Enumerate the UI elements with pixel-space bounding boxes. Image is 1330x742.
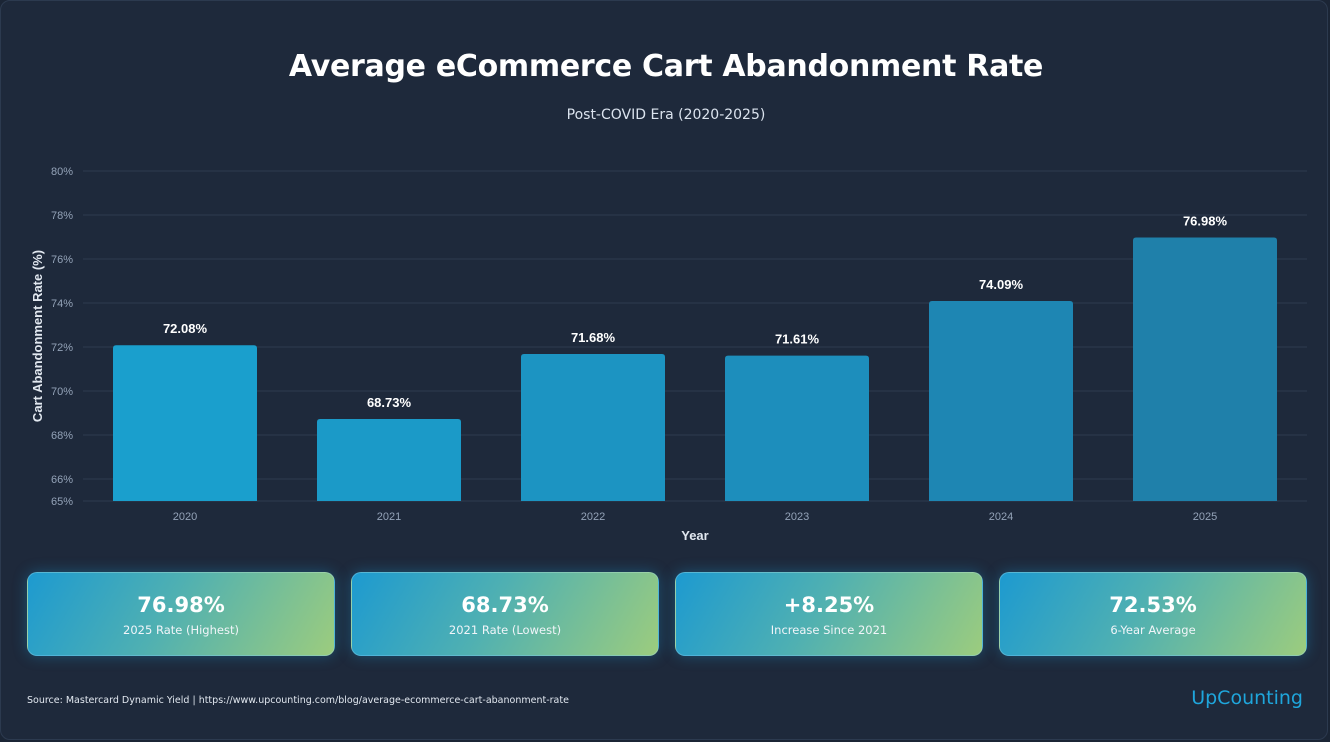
stat-card-average: 72.53% 6-Year Average [999, 572, 1307, 656]
data-label-2023: 71.61% [775, 332, 820, 347]
stat-card-increase: +8.25% Increase Since 2021 [675, 572, 983, 656]
data-label-2021: 68.73% [367, 395, 412, 410]
source-text: Source: Mastercard Dynamic Yield | https… [27, 695, 569, 706]
stat-card-lowest: 68.73% 2021 Rate (Lowest) [351, 572, 659, 656]
bar-2025 [1133, 237, 1277, 501]
x-tick-label: 2023 [785, 511, 809, 523]
bar-2023 [725, 355, 869, 501]
data-label-2024: 74.09% [979, 277, 1024, 292]
y-tick-label: 76% [51, 254, 73, 266]
x-tick-label: 2025 [1193, 511, 1217, 523]
bar-2021 [317, 418, 461, 501]
data-label-2022: 71.68% [571, 330, 616, 345]
y-tick-label: 66% [51, 474, 73, 486]
x-tick-label: 2021 [377, 511, 401, 523]
stat-label: 6-Year Average [1110, 623, 1196, 637]
y-axis-title: Cart Abandonment Rate (%) [30, 250, 45, 422]
stat-card-highest: 76.98% 2025 Rate (Highest) [27, 572, 335, 656]
stat-value: +8.25% [783, 593, 875, 617]
stat-value: 76.98% [137, 593, 225, 617]
data-label-2025: 76.98% [1183, 213, 1228, 228]
stat-value: 72.53% [1109, 593, 1197, 617]
y-tick-label: 68% [51, 430, 73, 442]
x-tick-label: 2022 [581, 511, 605, 523]
stat-value: 68.73% [461, 593, 549, 617]
stat-label: Increase Since 2021 [770, 623, 888, 637]
stat-label: 2025 Rate (Highest) [123, 623, 239, 637]
y-tick-label: 70% [51, 386, 73, 398]
y-tick-label: 80% [51, 166, 73, 178]
stat-label: 2021 Rate (Lowest) [448, 623, 562, 637]
chart-title: Average eCommerce Cart Abandonment Rate [288, 49, 1044, 84]
bar-2020 [113, 345, 257, 501]
stats-row: 76.98% 2025 Rate (Highest) 68.73% 2021 R… [27, 572, 1307, 656]
brand-logo: UpCounting [1191, 687, 1303, 709]
x-tick-label: 2020 [173, 511, 197, 523]
bar-chart: 65% 66% 68% 70% 72% 74% 76% 78% 80% 72.08% 2020 68.… [30, 166, 1307, 543]
y-tick-label: 78% [51, 210, 73, 222]
y-tick-label: 72% [51, 342, 73, 354]
y-tick-label: 74% [51, 298, 73, 310]
bar-2024 [929, 301, 1073, 501]
x-tick-label: 2024 [989, 511, 1013, 523]
bar-2022 [521, 354, 665, 501]
y-tick-label: 65% [51, 496, 73, 508]
data-label-2020: 72.08% [163, 321, 208, 336]
chart-subtitle: Post-COVID Era (2020-2025) [566, 107, 766, 123]
x-axis-title: Year [681, 528, 708, 543]
